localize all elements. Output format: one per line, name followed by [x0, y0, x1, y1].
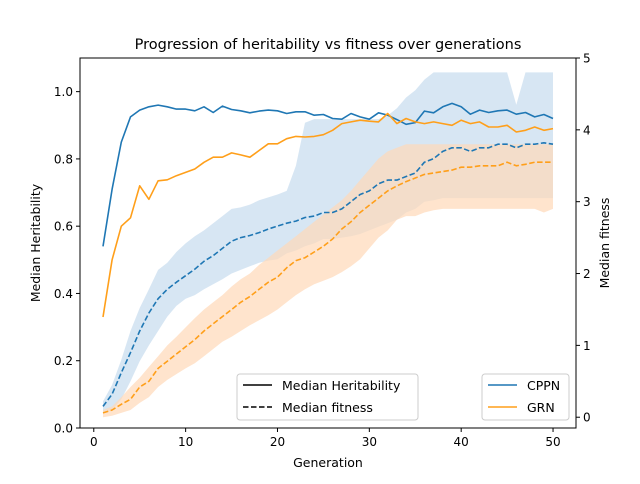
x-axis-label: Generation	[293, 455, 363, 470]
series-lines	[102, 102, 554, 414]
x-tick-label: 50	[545, 435, 560, 449]
legend-series: CPPN GRN	[481, 373, 570, 421]
y-left-tick-label: 0.4	[54, 287, 73, 301]
y-right-tick-label: 1	[583, 339, 591, 353]
plot-frame	[79, 57, 577, 429]
x-tick-label: 30	[362, 435, 377, 449]
legend-grn-label: GRN	[527, 400, 555, 415]
y-right-tick-label: 5	[583, 52, 591, 66]
y-axis-left-label: Median Heritability	[28, 183, 43, 302]
cppn-heritability-line	[102, 102, 554, 247]
legend-linestyle: Median Heritability Median fitness	[236, 373, 419, 421]
axes: 0 10 20 30 40 50 0.0 0.2 0.4 0.6 0.8 1.0 0 1 2 3 4 5	[54, 52, 591, 450]
y-left-tick-label: 0.8	[54, 152, 73, 166]
x-tick-label: 10	[178, 435, 193, 449]
legend-fitness-label: Median fitness	[282, 400, 373, 415]
y-right-tick-label: 3	[583, 195, 591, 209]
y-left-tick-label: 0.0	[54, 422, 73, 436]
y-right-tick-label: 0	[583, 411, 591, 425]
y-left-tick-label: 0.2	[54, 354, 73, 368]
legend-cppn-label: CPPN	[527, 378, 560, 393]
y-right-tick-label: 4	[583, 123, 591, 137]
x-tick-label: 20	[270, 435, 285, 449]
x-tick-label: 0	[90, 435, 98, 449]
cppn-fitness-line	[102, 142, 554, 407]
x-tick-label: 40	[454, 435, 469, 449]
confidence-bands	[103, 72, 553, 418]
chart-title: Progression of heritability vs fitness o…	[135, 37, 522, 53]
legend-heritability-label: Median Heritability	[282, 378, 401, 393]
y-right-tick-label: 2	[583, 267, 591, 281]
grn-heritability-line	[102, 112, 554, 318]
legend-linestyle-box	[236, 373, 419, 421]
grn-fitness-line	[102, 161, 553, 414]
grn-fitness-band	[103, 144, 553, 418]
y-left-tick-label: 0.6	[54, 220, 73, 234]
y-axis-right-label: Median fitness	[597, 198, 612, 289]
y-left-tick-label: 1.0	[54, 85, 73, 99]
